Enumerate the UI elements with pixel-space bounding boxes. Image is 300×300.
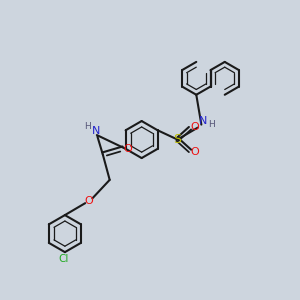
Text: O: O xyxy=(84,196,93,206)
Text: N: N xyxy=(199,116,207,126)
Text: S: S xyxy=(173,133,181,146)
Text: N: N xyxy=(92,126,100,136)
Text: Cl: Cl xyxy=(58,254,69,264)
Text: H: H xyxy=(208,120,215,129)
Text: H: H xyxy=(85,122,91,131)
Text: O: O xyxy=(191,122,200,132)
Text: O: O xyxy=(124,143,133,154)
Text: O: O xyxy=(191,147,200,157)
